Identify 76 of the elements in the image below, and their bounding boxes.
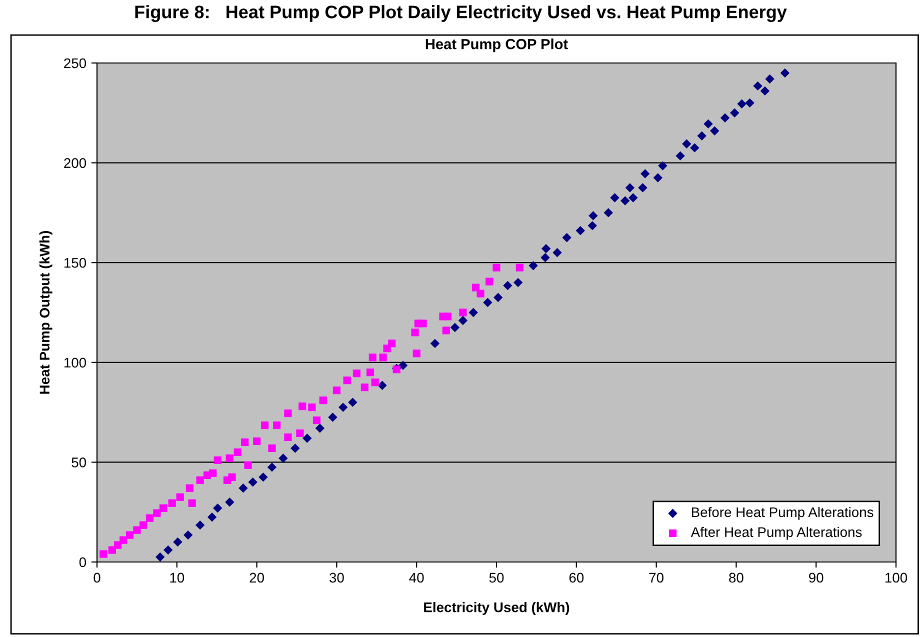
point [209,469,217,477]
point [419,320,427,328]
point [146,514,154,522]
point [196,476,204,484]
point [176,493,184,501]
x-tick-label: 80 [729,572,744,583]
x-tick-label: 100 [885,572,908,583]
x-tick-label: 40 [409,572,424,583]
point [284,409,292,418]
point [343,376,351,384]
point [366,368,374,376]
y-tick-label: 100 [64,358,86,368]
point [284,433,292,442]
point [371,378,379,386]
point [168,499,176,507]
point [260,421,269,430]
point [472,284,480,292]
point [308,404,316,412]
point [352,370,360,378]
point [444,312,452,320]
legend-label: After Heat Pump Alterations [690,526,862,540]
point [298,402,306,410]
y-tick-label: 200 [64,158,86,168]
y-axis-title: Heat Pump Output (kWh) [39,231,52,394]
x-tick-label: 60 [569,572,584,583]
point [476,290,484,298]
point [268,444,276,452]
point [492,264,500,272]
x-tick-label: 20 [250,572,264,583]
point [241,438,249,446]
point [516,264,524,272]
point [153,509,161,517]
x-tick-label: 70 [649,572,664,583]
point [214,456,222,464]
point [412,350,420,358]
point [388,340,396,348]
x-tick-label: 0 [94,572,100,583]
point [140,521,148,529]
point [459,308,467,316]
point [272,421,281,430]
point [120,536,128,544]
point [442,326,450,334]
chart-title: Heat Pump COP Plot [426,38,568,52]
point [319,396,327,404]
point [188,499,196,507]
point [133,526,141,534]
point [160,504,168,512]
y-tick-label: 50 [72,458,86,468]
point [186,484,194,492]
point [332,386,341,394]
point [100,550,108,558]
point [368,354,376,362]
point [234,448,242,456]
x-axis-title: Electricity Used (kWh) [424,602,570,615]
point [411,328,419,336]
x-tick-label: 10 [170,572,184,583]
point [486,278,494,286]
point [126,531,134,539]
point [296,429,304,438]
y-tick-label: 0 [79,557,86,568]
point [228,473,236,481]
point [252,437,261,446]
caption: Figure 8: Heat Pump COP Plot Daily Electricity Used vs. Heat Pump Energy [135,5,787,22]
point [244,461,252,469]
y-tick-label: 250 [64,58,86,68]
x-tick-label: 50 [489,572,504,583]
point [108,546,116,554]
point [114,541,122,549]
point [360,384,368,392]
legend-label: Before Heat Pump Alterations [692,506,874,520]
x-tick-label: 90 [809,572,824,583]
point [312,416,321,424]
x-tick-label: 30 [330,572,344,583]
point [379,354,387,362]
point [226,454,234,462]
y-tick-label: 150 [64,258,86,268]
